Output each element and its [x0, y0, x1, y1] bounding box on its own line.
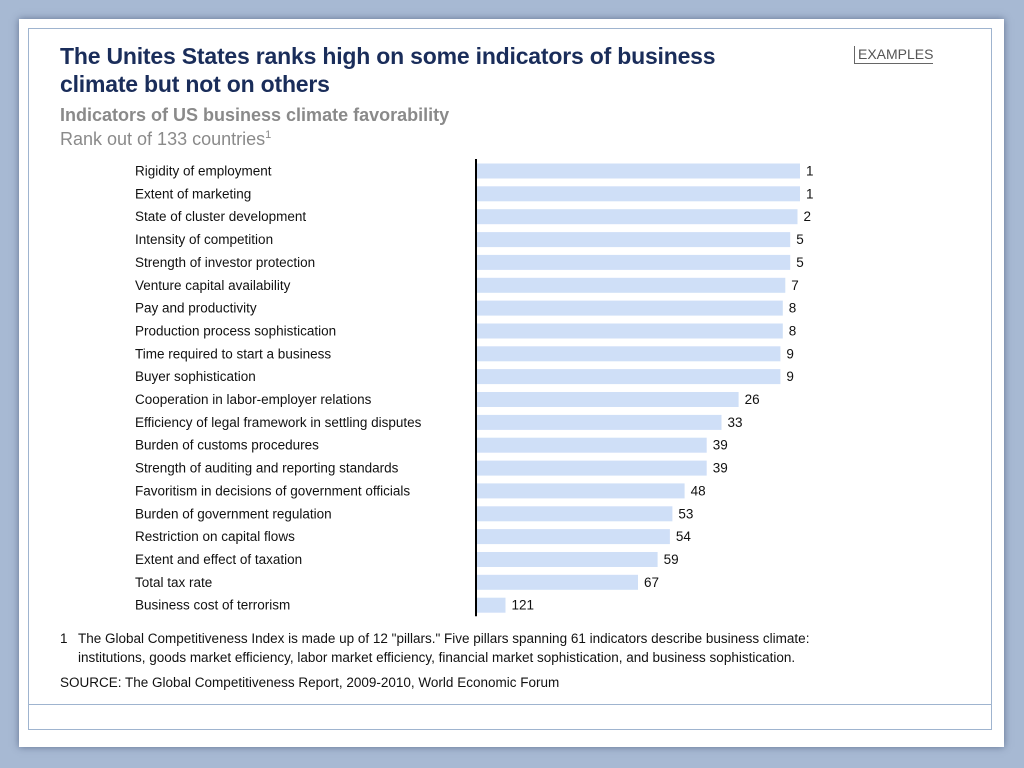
bottom-divider [29, 704, 991, 705]
category-label: Rigidity of employment [135, 164, 272, 179]
category-label: Extent of marketing [135, 186, 251, 201]
bar [476, 277, 786, 293]
category-label: Efficiency of legal framework in settlin… [135, 415, 422, 430]
category-label: Cooperation in labor-employer relations [135, 392, 372, 407]
bar [476, 414, 722, 430]
footnote: 1 The Global Competitiveness Index is mad… [60, 629, 960, 667]
slide: The Unites States ranks high on some ind… [19, 19, 1004, 747]
value-label: 48 [691, 483, 706, 498]
examples-tag: EXAMPLES [854, 46, 934, 64]
category-label: Extent and effect of taxation [135, 552, 302, 567]
value-label: 33 [728, 415, 743, 430]
category-label: Burden of customs procedures [135, 438, 319, 453]
category-label: Production process sophistication [135, 324, 336, 339]
value-label: 53 [678, 506, 693, 521]
bar [476, 232, 791, 248]
source-note: SOURCE: The Global Competitiveness Repor… [60, 675, 560, 690]
category-label: Total tax rate [135, 575, 212, 590]
bar [476, 483, 685, 499]
bar [476, 163, 800, 179]
rank-label-text: Rank out of 133 countries [60, 129, 266, 149]
bar [476, 300, 783, 316]
category-label: Restriction on capital flows [135, 529, 295, 544]
bar [476, 552, 658, 567]
value-label: 7 [791, 278, 799, 293]
bar [476, 437, 707, 453]
value-label: 121 [512, 598, 535, 613]
bar [476, 529, 670, 545]
category-label: Buyer sophistication [135, 369, 256, 384]
bar-chart: Rigidity of employment 1 Extent of marketi… [135, 159, 814, 617]
bar [476, 574, 638, 590]
value-label: 26 [745, 392, 760, 407]
bar [476, 209, 798, 225]
value-label: 8 [789, 324, 797, 339]
bar [476, 392, 739, 407]
category-label: Intensity of competition [135, 232, 273, 247]
bar [476, 323, 783, 339]
category-label: Venture capital availability [135, 278, 291, 293]
value-label: 2 [804, 209, 812, 224]
value-label: 67 [644, 575, 659, 590]
bar [476, 597, 506, 613]
value-label: 39 [713, 461, 728, 476]
rank-label: Rank out of 133 countries1 [60, 129, 271, 150]
bar [476, 506, 673, 522]
value-label: 59 [664, 552, 679, 567]
category-label: Business cost of terrorism [135, 598, 290, 613]
bar [476, 369, 781, 385]
value-label: 1 [806, 164, 814, 179]
category-label: Pay and productivity [135, 301, 257, 316]
value-label: 5 [796, 255, 804, 270]
category-label: Strength of auditing and reporting stand… [135, 461, 399, 476]
slide-frame [28, 28, 992, 730]
footnote-text-1: The Global Competitiveness Index is made… [78, 631, 810, 646]
value-label: 1 [806, 186, 814, 201]
value-label: 54 [676, 529, 692, 544]
category-label: Time required to start a business [135, 346, 331, 361]
bar [476, 460, 707, 476]
value-label: 9 [786, 369, 794, 384]
value-label: 5 [796, 232, 804, 247]
bar [476, 346, 781, 362]
category-label: State of cluster development [135, 209, 306, 224]
footnote-number: 1 [60, 631, 68, 646]
chart-subtitle: Indicators of US business climate favora… [60, 105, 450, 125]
value-label: 39 [713, 438, 728, 453]
bar [476, 254, 791, 270]
bar [476, 186, 800, 202]
footnote-line-1: 1 The Global Competitiveness Index is mad… [60, 629, 960, 648]
category-label: Burden of government regulation [135, 506, 332, 521]
slide-title: The Unites States ranks high on some ind… [60, 43, 716, 97]
footnote-text-2: institutions, goods market efficiency, l… [78, 650, 796, 665]
rank-label-footnote-marker: 1 [265, 129, 272, 141]
value-label: 9 [786, 346, 794, 361]
value-label: 8 [789, 301, 797, 316]
category-label: Strength of investor protection [135, 255, 315, 270]
category-label: Favoritism in decisions of government of… [135, 483, 410, 498]
